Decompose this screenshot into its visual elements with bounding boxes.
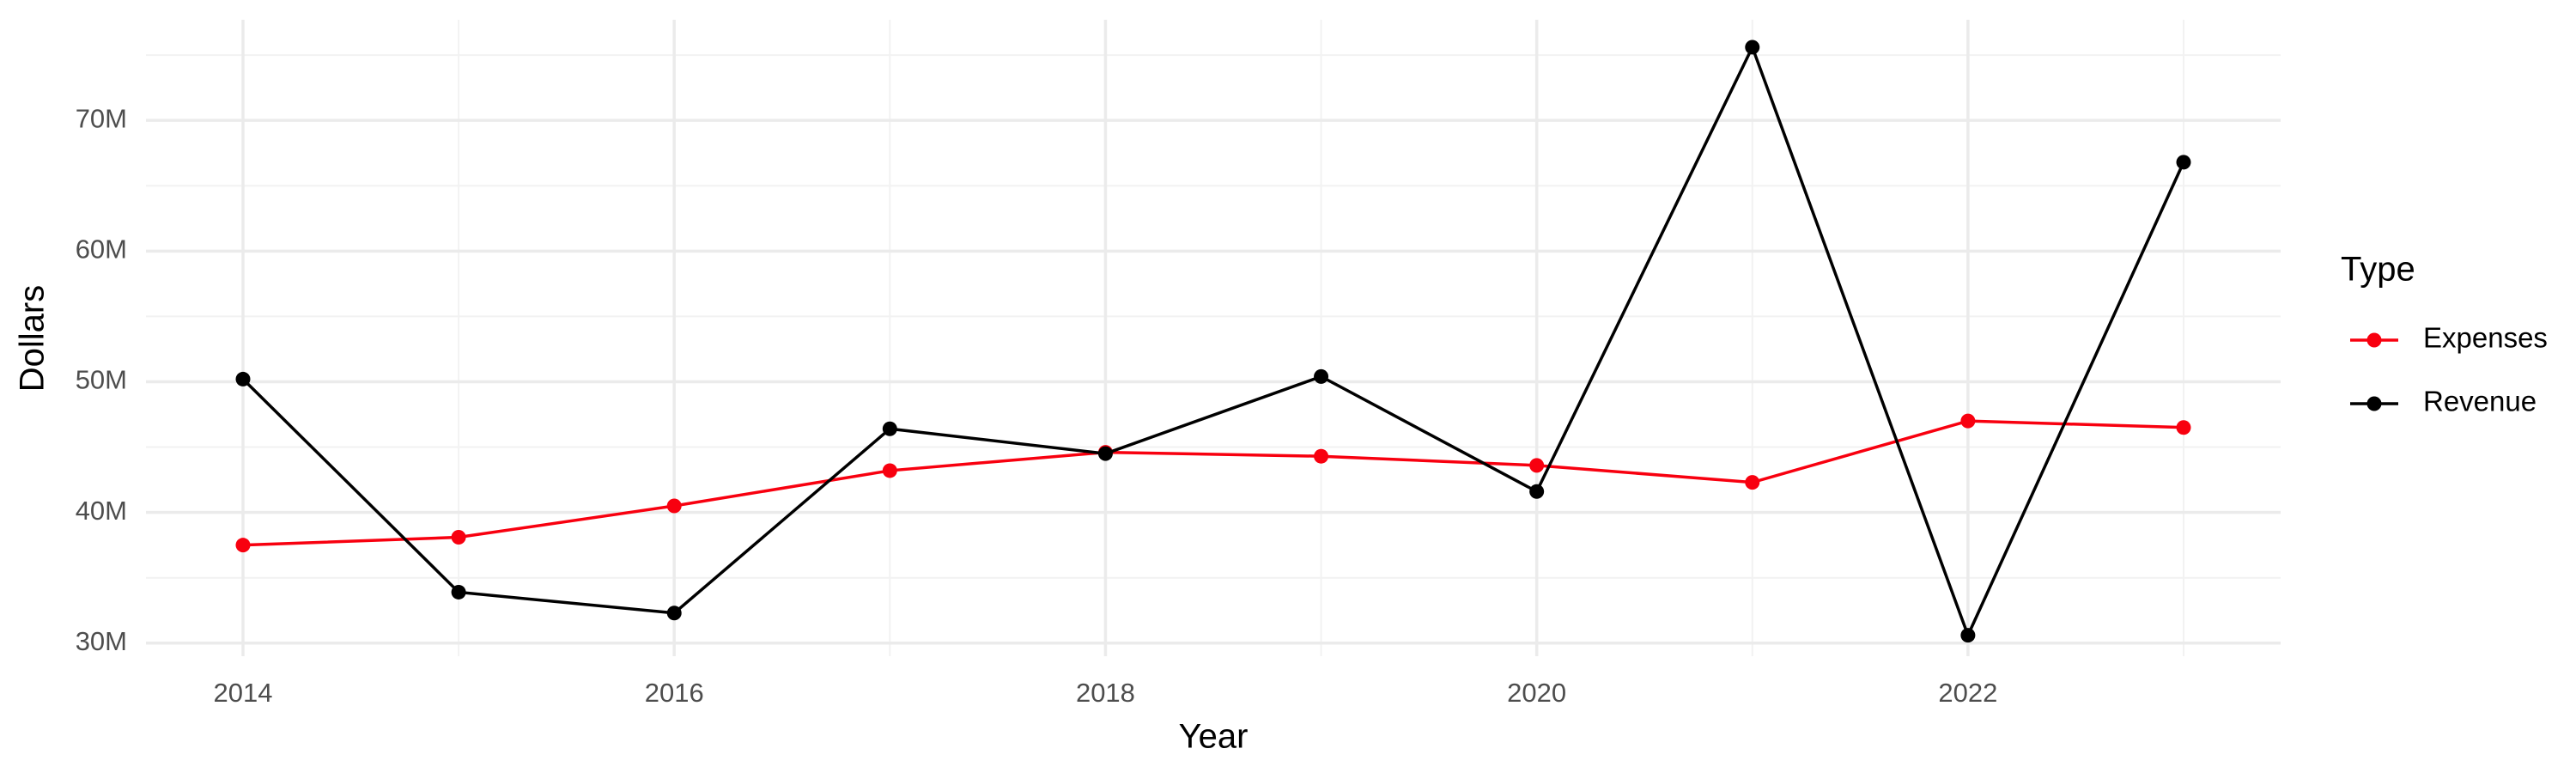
data-point: [451, 530, 466, 545]
y-tick-label: 30M: [76, 626, 127, 656]
data-point: [2176, 420, 2191, 435]
data-point: [1314, 448, 1329, 464]
data-point: [666, 606, 682, 621]
y-tick-label: 70M: [76, 103, 127, 133]
y-tick-label: 60M: [76, 234, 127, 265]
data-point: [235, 371, 251, 386]
data-point: [1745, 40, 1760, 55]
legend-key-point: [2366, 332, 2382, 348]
data-point: [1960, 413, 1976, 429]
data-point: [1529, 484, 1545, 499]
data-point: [882, 463, 897, 478]
y-axis-title: Dollars: [14, 285, 52, 392]
data-point: [451, 584, 466, 600]
legend-title: Type: [2341, 251, 2415, 289]
x-axis-title: Year: [1179, 718, 1249, 756]
legend-label: Revenue: [2423, 386, 2537, 417]
legend-key-point: [2366, 396, 2382, 411]
series-line: [241, 43, 2185, 640]
data-point: [235, 538, 251, 553]
y-tick-label: 50M: [76, 365, 127, 395]
data-point: [1097, 446, 1113, 461]
series-line: [242, 419, 2184, 547]
x-tick-label: 2018: [1076, 678, 1135, 708]
x-tick-label: 2014: [214, 678, 273, 708]
x-tick-label: 2020: [1507, 678, 1566, 708]
x-tick-label: 2022: [1938, 678, 1997, 708]
data-point: [882, 421, 897, 436]
legend-label: Expenses: [2423, 322, 2548, 354]
y-tick-label: 40M: [76, 496, 127, 526]
data-point: [666, 498, 682, 514]
data-point: [2176, 155, 2191, 170]
data-point: [1314, 368, 1329, 384]
data-point: [1960, 628, 1976, 643]
data-point: [1745, 475, 1760, 490]
data-point: [1529, 458, 1545, 473]
x-tick-label: 2016: [645, 678, 704, 708]
